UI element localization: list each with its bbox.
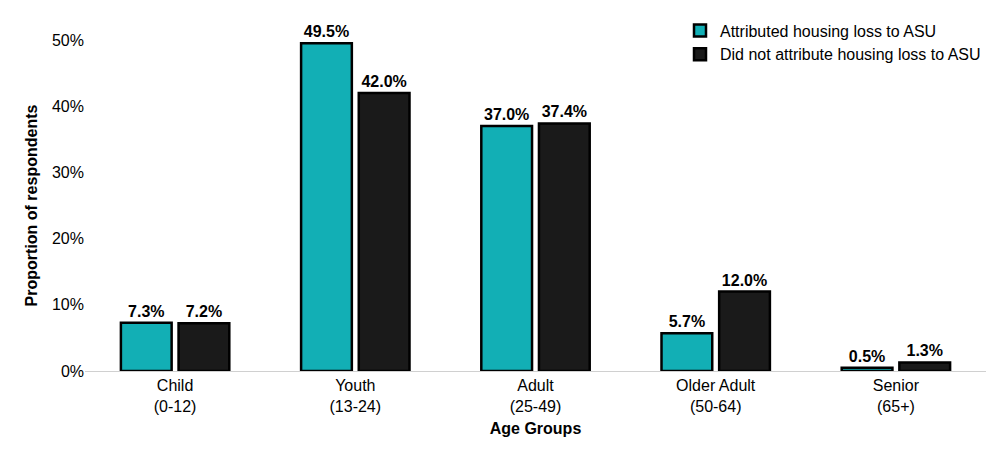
svg-text:42.0%: 42.0% xyxy=(361,73,406,90)
svg-text:7.2%: 7.2% xyxy=(186,303,222,320)
svg-text:40%: 40% xyxy=(52,98,84,115)
svg-text:7.3%: 7.3% xyxy=(128,303,164,320)
svg-text:37.4%: 37.4% xyxy=(542,103,587,120)
svg-text:Age Groups: Age Groups xyxy=(490,420,582,437)
svg-text:20%: 20% xyxy=(52,230,84,247)
svg-text:Adult(25-49): Adult(25-49) xyxy=(510,377,562,415)
svg-text:30%: 30% xyxy=(52,164,84,181)
svg-text:0%: 0% xyxy=(61,363,84,380)
svg-text:12.0%: 12.0% xyxy=(722,272,767,289)
svg-text:49.5%: 49.5% xyxy=(304,23,349,40)
svg-text:0.5%: 0.5% xyxy=(849,348,885,365)
svg-text:Child(0-12): Child(0-12) xyxy=(154,377,197,415)
svg-text:10%: 10% xyxy=(52,296,84,313)
svg-text:Older Adult(50-64): Older Adult(50-64) xyxy=(676,377,756,415)
svg-text:Did not attribute housing loss: Did not attribute housing loss to ASU xyxy=(720,46,981,63)
svg-text:37.0%: 37.0% xyxy=(484,106,529,123)
svg-text:Proportion of respondents: Proportion of respondents xyxy=(23,105,40,307)
svg-text:Senior(65+): Senior(65+) xyxy=(873,377,920,415)
svg-text:5.7%: 5.7% xyxy=(669,313,705,330)
svg-text:50%: 50% xyxy=(52,32,84,49)
svg-text:1.3%: 1.3% xyxy=(906,342,942,359)
svg-text:Attributed housing loss to ASU: Attributed housing loss to ASU xyxy=(720,23,936,40)
svg-text:Youth(13-24): Youth(13-24) xyxy=(330,377,382,415)
